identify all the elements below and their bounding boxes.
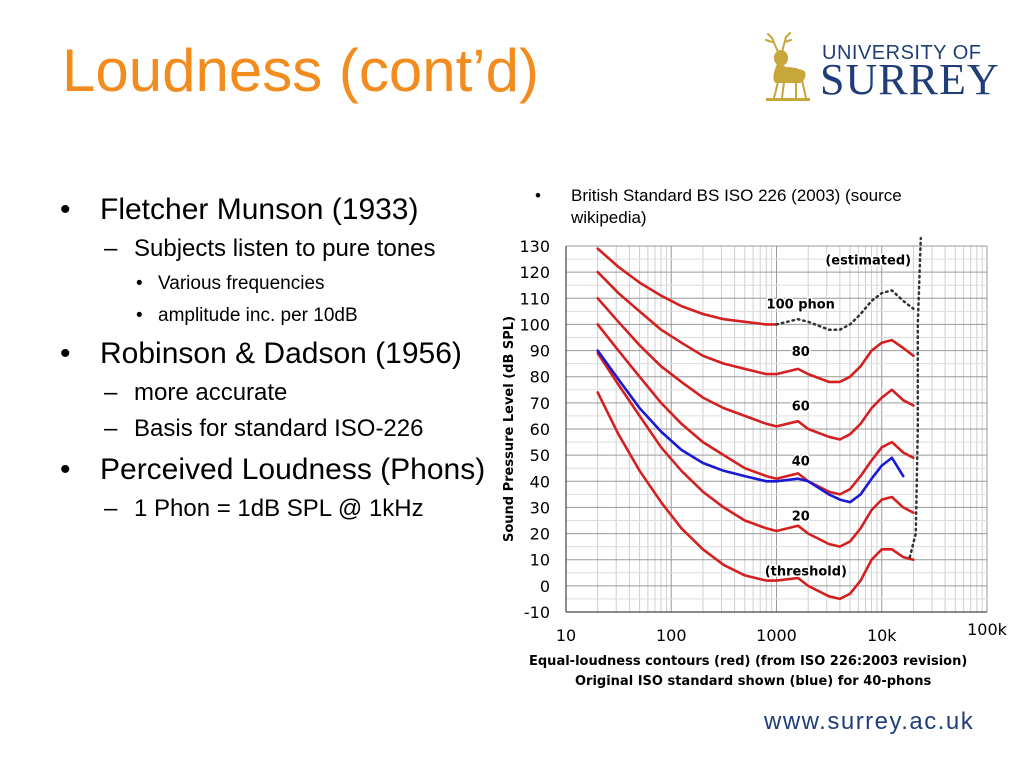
x-axis-label: Equal-loudness contours (red) (from ISO … (529, 654, 967, 669)
y-tick-label: 120 (519, 263, 550, 282)
sub-bullet-one-phon: 1 Phon = 1dB SPL @ 1kHz (104, 494, 498, 524)
sub-sub-bullet-amplitude: amplitude inc. per 10dB (134, 304, 498, 328)
x-tick-label: 10k (867, 626, 897, 645)
sub-bullet-subjects: Subjects listen to pure tones (104, 234, 498, 264)
curve-label: 40 (792, 455, 810, 470)
y-tick-label: 30 (530, 498, 550, 517)
y-tick-label: 80 (530, 368, 550, 387)
y-tick-label: 0 (540, 577, 550, 596)
curve-label: (threshold) (765, 564, 847, 579)
x-tick-label: 1000 (756, 626, 797, 645)
y-tick-label: 110 (519, 289, 550, 308)
y-axis-label: Sound Pressure Level (dB SPL) (502, 316, 517, 542)
curve-label: 100 phon (767, 298, 835, 313)
y-tick-label: -10 (524, 603, 550, 622)
x-tick-label: 100 (656, 626, 687, 645)
slide-title: Loudness (cont’d) (62, 37, 539, 104)
y-tick-label: 90 (530, 342, 550, 361)
y-tick-label: 100 (519, 315, 550, 334)
logo-university-of: UNIVERSITY OF (822, 42, 982, 64)
x-tick-label: 10 (556, 626, 576, 645)
loudness-curve-1 (596, 351, 915, 548)
curve-label: 80 (792, 345, 810, 360)
sub-bullet-more-accurate: more accurate (104, 378, 498, 408)
chart-caption-text: British Standard BS ISO 226 (2003) (sour… (571, 186, 902, 227)
bullet-fletcher-munson: Fletcher Munson (1933) (58, 192, 498, 228)
loudness-curve-3 (596, 297, 915, 441)
bullet-robinson-dadson: Robinson & Dadson (1956) (58, 336, 498, 372)
curve-label: 60 (792, 400, 810, 415)
equal-loudness-chart: -10 0 10 20 30 40 50 60 70 80 90 100 110 120 130 10 100 1… (502, 236, 1008, 689)
bullet-list: Fletcher Munson (1933) Subjects listen t… (58, 184, 498, 524)
university-logo: UNIVERSITY OF SURREY (760, 32, 999, 108)
loudness-curve-5 (596, 247, 778, 326)
loudness-curve-2 (596, 323, 915, 496)
x-axis-label-line2: Original ISO standard shown (blue) for 4… (575, 674, 931, 689)
chart-caption: • British Standard BS ISO 226 (2003) (so… (535, 185, 975, 229)
y-tick-label: 60 (530, 420, 550, 439)
estimated-annotation: (estimated) (825, 253, 911, 268)
footer-url: www.surrey.ac.uk (764, 708, 975, 735)
loudness-curve-0 (596, 391, 915, 601)
y-tick-label: 20 (530, 525, 550, 544)
y-tick-label: 10 (530, 551, 550, 570)
estimated-curve (775, 289, 915, 331)
loudness-curve-4 (596, 270, 915, 384)
sub-bullet-basis-standard: Basis for standard ISO-226 (104, 414, 498, 444)
y-tick-label: 70 (530, 394, 550, 413)
y-tick-label: 50 (530, 446, 550, 465)
bullet-perceived-loudness: Perceived Loudness (Phons) (58, 452, 498, 488)
x-tick-label: 100k (967, 620, 1008, 639)
logo-surrey: SURREY (820, 55, 1000, 104)
sub-sub-bullet-frequencies: Various frequencies (134, 272, 498, 296)
stag-icon (765, 32, 810, 101)
curve-label: 20 (792, 510, 810, 525)
upper-frequency-limit-curve (908, 236, 923, 559)
original-40-phon-curve (596, 349, 905, 504)
y-tick-label: 130 (519, 237, 550, 256)
y-tick-label: 40 (530, 472, 550, 491)
